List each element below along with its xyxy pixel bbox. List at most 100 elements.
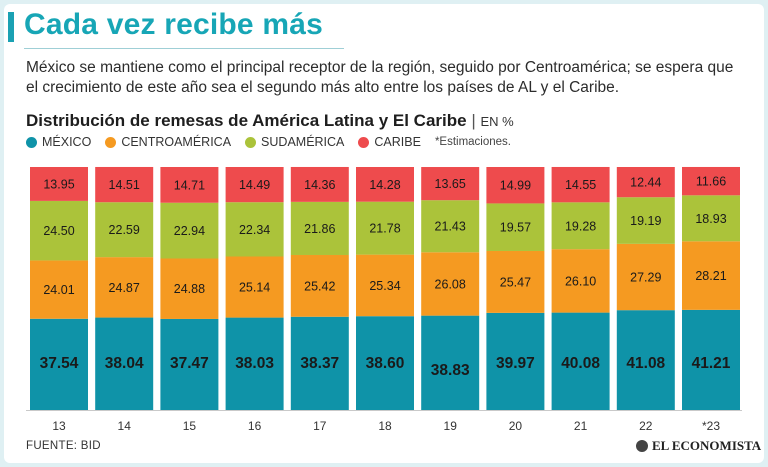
data-label-sudamerica-20: 19.57 [500,221,531,235]
data-label-caribe-22: 12.44 [630,176,661,190]
x-tick-label-20: 20 [509,419,523,433]
estimates-note: *Estimaciones. [434,136,511,148]
data-label-sudamerica-15: 22.94 [174,224,205,238]
chart-legend: MÉXICO CENTROAMÉRICA SUDAMÉRICA CARIBE *… [26,135,511,149]
bar-sudamerica-19 [421,200,480,253]
data-label-mexico-22: 41.08 [626,355,665,372]
data-label-caribe-16: 14.49 [239,178,270,192]
data-label-caribe-21: 14.55 [565,178,596,192]
bar-mexico-13 [30,318,88,410]
data-label-centroamerica-14: 24.87 [109,281,140,295]
x-tick-label-16: 16 [248,419,262,433]
x-tick-label-21: 21 [574,419,588,433]
data-label-sudamerica-14: 22.59 [109,223,140,237]
x-tick-label-15: 15 [183,419,197,433]
bar-sudamerica-14 [95,202,154,258]
bar-centroamerica-13 [30,260,88,319]
bar-caribe-15 [160,167,219,203]
bar-mexico-22 [616,310,675,410]
data-label-centroamerica-22: 27.29 [630,271,661,285]
data-label-caribe-14: 14.51 [109,178,140,192]
data-label-mexico-14: 38.04 [105,355,144,372]
data-label-mexico-13: 37.54 [40,355,79,372]
data-label-caribe-19: 13.65 [435,177,466,191]
bar-caribe-18 [356,167,414,202]
brand-logo: EL ECONOMISTA [636,438,761,454]
data-label-centroamerica-19: 26.08 [435,277,466,291]
data-label-caribe-17: 14.36 [304,178,335,192]
data-label-mexico-17: 38.37 [300,355,339,372]
bar-caribe-13 [30,167,88,201]
bar-centroamerica-16 [225,256,284,318]
bar-centroamerica-17 [290,254,349,317]
bar-sudamerica-17 [290,201,349,255]
subtitle: México se mantiene como el principal rec… [26,59,734,96]
data-label-caribe-20: 14.99 [500,179,531,193]
x-tick-label-17: 17 [313,419,327,433]
bar-caribe-21 [551,166,610,203]
data-label-sudamerica-19: 21.43 [435,220,466,234]
data-label-sudamerica-22: 19.19 [630,214,661,228]
data-label-mexico--23: 41.21 [692,355,731,372]
bar-caribe-17 [290,166,349,202]
bar-caribe-20 [486,167,545,204]
bar-caribe-19 [421,167,480,201]
bar-centroamerica-18 [356,254,414,317]
bar-mexico-21 [551,312,610,410]
logo-mark-icon [636,440,648,452]
bar-sudamerica--23 [682,195,740,242]
data-label-centroamerica-16: 25.14 [239,281,270,295]
legend-item-centroamerica: CENTROAMÉRICA [105,135,231,149]
legend-item-mexico: MÉXICO [26,135,91,149]
legend-label-centroamerica: CENTROAMÉRICA [121,135,232,149]
bar-mexico-20 [486,312,545,410]
legend-swatch-mexico [26,136,37,148]
data-label-mexico-18: 38.60 [366,355,405,372]
bar-centroamerica-19 [421,252,480,316]
data-label-mexico-15: 37.47 [170,355,209,372]
bar-caribe-22 [616,167,675,198]
bar-sudamerica-18 [356,201,414,255]
data-label-caribe-13: 13.95 [43,177,74,191]
bar-centroamerica-22 [616,243,675,311]
bar-centroamerica-15 [160,258,219,319]
bar-caribe-16 [225,167,284,203]
x-tick-label-22: 22 [639,419,653,433]
data-label-caribe-18: 14.28 [369,178,400,192]
bar-caribe-14 [95,166,154,203]
bar-sudamerica-22 [616,197,675,244]
x-tick-label-13: 13 [52,419,66,433]
data-label-caribe--23: 11.66 [696,175,726,189]
data-label-sudamerica-13: 24.50 [43,224,74,238]
data-label-caribe-15: 14.71 [174,178,205,192]
data-label-sudamerica-16: 22.34 [239,223,270,237]
data-label-sudamerica-18: 21.78 [369,222,400,236]
legend-label-mexico: MÉXICO [42,135,92,149]
bar-centroamerica-14 [95,257,154,318]
bar-centroamerica-20 [486,250,545,313]
chart-heading-separator: | [471,111,476,130]
data-label-sudamerica-21: 19.28 [565,219,596,233]
data-label-centroamerica-13: 24.01 [43,283,74,297]
data-label-sudamerica-17: 21.86 [304,222,335,236]
source-note: FUENTE: BID [26,440,101,452]
bar-mexico--23 [682,309,740,410]
data-label-sudamerica--23: 18.93 [695,212,726,226]
bar-mexico-14 [95,317,154,410]
legend-swatch-sudamerica [245,136,257,148]
data-label-centroamerica-15: 24.88 [174,282,205,296]
legend-item-caribe: CARIBE [358,135,421,149]
data-label-centroamerica-18: 25.34 [369,279,400,293]
title-accent-bar [8,12,14,42]
bar-mexico-19 [421,315,480,410]
chart-heading: Distribución de remesas de América Latin… [26,111,514,131]
bar-sudamerica-13 [30,200,88,261]
data-label-centroamerica-20: 25.47 [500,275,531,289]
bar-mexico-16 [225,317,284,410]
bar-centroamerica-21 [551,249,610,313]
bar-mexico-18 [356,316,414,410]
data-label-centroamerica-21: 26.10 [565,274,596,288]
legend-swatch-caribe [358,136,370,148]
title-divider [24,48,344,49]
